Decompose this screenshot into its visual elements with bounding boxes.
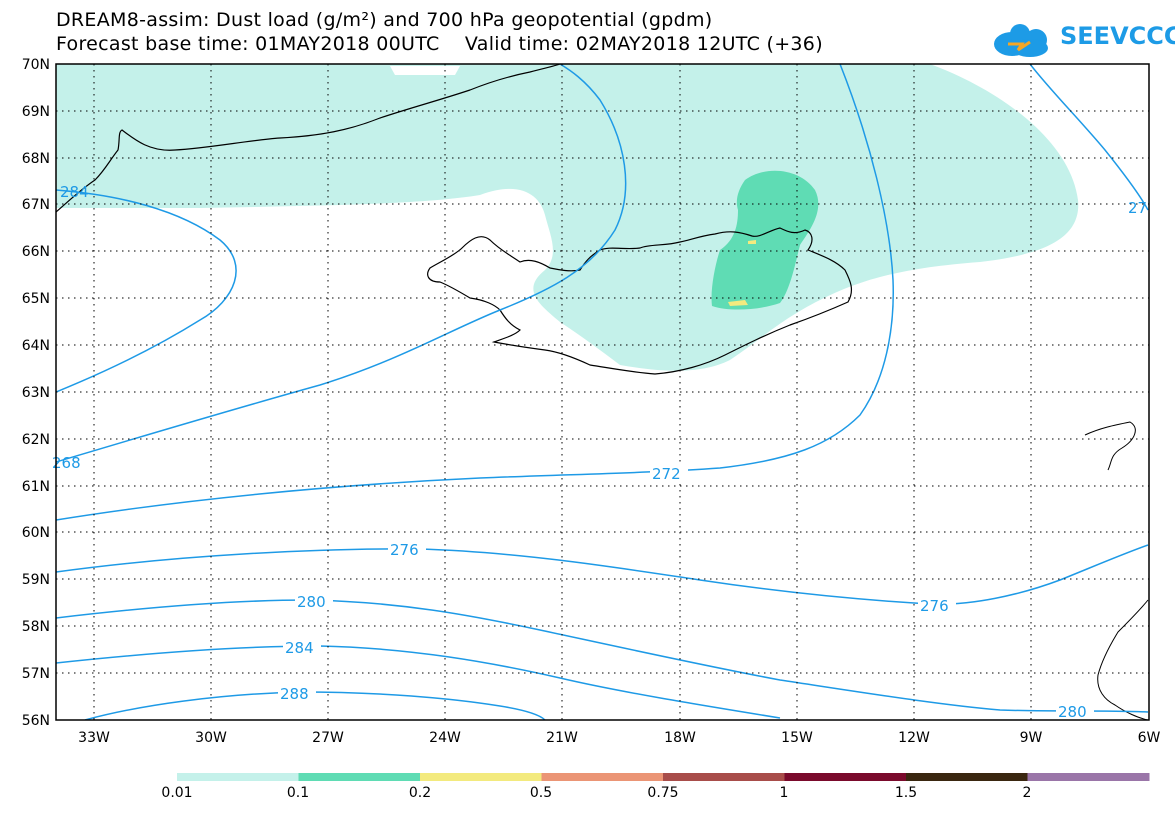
svg-text:24W: 24W: [429, 730, 461, 746]
iceland-coastline: [427, 227, 853, 375]
contour-label: 284: [285, 639, 314, 657]
svg-text:9W: 9W: [1020, 730, 1043, 746]
colorbar-swatch: [420, 773, 542, 781]
map-frame: [55, 63, 1150, 721]
contour-label: 288: [280, 685, 309, 703]
svg-text:64N: 64N: [22, 338, 50, 354]
svg-text:2: 2: [1023, 785, 1032, 801]
svg-text:63N: 63N: [22, 385, 50, 401]
svg-text:6W: 6W: [1138, 730, 1161, 746]
map-title: DREAM8-assim: Dust load (g/m²) and 700 h…: [56, 9, 713, 31]
colorbar-swatch: [177, 773, 299, 781]
logo-text: SEEVCCC: [1060, 22, 1175, 50]
colorbar-swatch: [1027, 773, 1150, 781]
colorbar-swatch: [541, 773, 664, 781]
contour-label: 280: [1058, 703, 1087, 721]
contour-label: 280: [297, 593, 326, 611]
svg-text:18W: 18W: [664, 730, 696, 746]
map-subtitle: Forecast base time: 01MAY2018 00UTC Vali…: [56, 33, 823, 55]
svg-text:67N: 67N: [22, 197, 50, 213]
longitude-labels: 33W 30W 27W 24W 21W 18W 15W 12W 9W 6W: [78, 730, 1160, 746]
svg-text:0.01: 0.01: [161, 785, 192, 801]
svg-text:30W: 30W: [195, 730, 227, 746]
svg-text:1.5: 1.5: [895, 785, 917, 801]
colorbar-swatch: [784, 773, 907, 781]
latitude-labels: 56N 57N 58N 59N 60N 61N 62N 63N 64N 65N …: [22, 57, 50, 729]
dust-area-medium: [711, 170, 819, 310]
svg-text:69N: 69N: [22, 104, 50, 120]
scotland-coastline: [1097, 599, 1149, 720]
colorbar-swatch: [298, 773, 421, 781]
colorbar: [177, 773, 1150, 781]
svg-text:57N: 57N: [22, 666, 50, 682]
svg-text:60N: 60N: [22, 525, 50, 541]
contour-label: 276: [390, 541, 419, 559]
graticule: [56, 64, 1149, 720]
contour-label: 272: [652, 465, 681, 483]
svg-text:0.2: 0.2: [409, 785, 431, 801]
contour-label: 27: [1128, 199, 1147, 217]
svg-text:68N: 68N: [22, 151, 50, 167]
svg-text:56N: 56N: [22, 713, 50, 729]
colorbar-swatch: [663, 773, 785, 781]
svg-text:0.5: 0.5: [530, 785, 552, 801]
greenland-coastline: [56, 64, 561, 213]
svg-text:1: 1: [780, 785, 789, 801]
svg-text:59N: 59N: [22, 572, 50, 588]
svg-text:66N: 66N: [22, 244, 50, 260]
svg-text:21W: 21W: [546, 730, 578, 746]
dust-area-high: [728, 300, 748, 306]
cloud-logo-icon: [994, 24, 1048, 57]
faroe-coastline: [1084, 421, 1136, 471]
svg-text:0.1: 0.1: [287, 785, 309, 801]
svg-text:70N: 70N: [22, 57, 50, 73]
svg-text:61N: 61N: [22, 479, 50, 495]
colorbar-swatch: [906, 773, 1028, 781]
colorbar-labels: 0.01 0.1 0.2 0.5 0.75 1 1.5 2: [161, 785, 1031, 801]
svg-text:27W: 27W: [312, 730, 344, 746]
svg-text:15W: 15W: [781, 730, 813, 746]
svg-text:62N: 62N: [22, 432, 50, 448]
svg-text:58N: 58N: [22, 619, 50, 635]
geopotential-contours: [56, 64, 1149, 720]
contour-label: 284: [60, 183, 89, 201]
svg-text:0.75: 0.75: [647, 785, 678, 801]
contour-label: 268: [52, 454, 81, 472]
svg-text:33W: 33W: [78, 730, 110, 746]
dust-area-low: [56, 64, 1079, 371]
svg-text:12W: 12W: [898, 730, 930, 746]
contour-label: 276: [920, 597, 949, 615]
land-gap: [390, 66, 460, 75]
svg-text:65N: 65N: [22, 291, 50, 307]
